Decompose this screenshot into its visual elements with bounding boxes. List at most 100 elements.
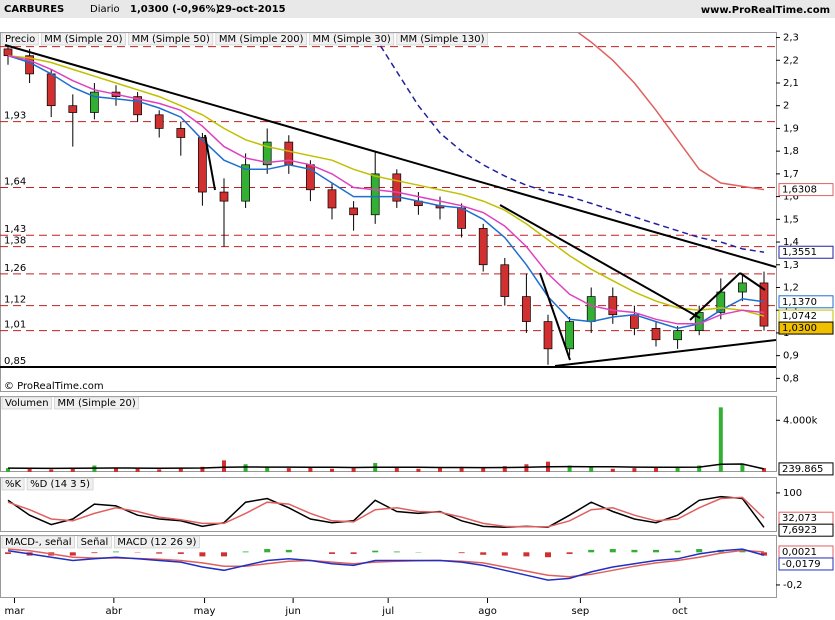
legend-box xyxy=(128,32,214,46)
line xyxy=(7,548,765,578)
source: www.ProRealTime.com xyxy=(701,5,830,16)
line xyxy=(7,463,765,470)
candle-body xyxy=(370,173,380,216)
candle-body xyxy=(630,314,639,329)
x-tick-label: ago xyxy=(478,606,497,617)
candle-body xyxy=(349,207,358,216)
value-tag-label: 1,0742 xyxy=(782,311,817,322)
candle-body xyxy=(3,48,13,57)
y-tick-label: 2,2 xyxy=(783,55,799,66)
volume-bar xyxy=(481,468,486,472)
value-tag xyxy=(778,183,834,197)
volume-bar xyxy=(762,468,766,472)
legend-entry: MM (Simple 30) xyxy=(313,34,391,45)
volume-bar xyxy=(654,467,658,472)
value-tag-label: 1,0300 xyxy=(782,323,817,334)
level-label: 1,43 xyxy=(4,224,26,235)
candle-body xyxy=(219,191,229,202)
volume-bar xyxy=(524,464,529,472)
value-tag-label: 0,0021 xyxy=(782,547,817,558)
ticker: CARBURES xyxy=(4,4,64,15)
volume-bar xyxy=(438,468,442,472)
macd-histogram xyxy=(177,552,184,554)
line xyxy=(577,33,765,191)
legend-entry: MACD (12 26 9) xyxy=(117,537,196,548)
volume-bar xyxy=(697,465,702,472)
volume-bar xyxy=(330,468,334,472)
volume-bar xyxy=(286,468,291,472)
macd-histogram xyxy=(91,552,98,554)
line xyxy=(7,496,765,528)
line xyxy=(7,548,765,581)
macd-histogram xyxy=(5,552,11,554)
candle-body xyxy=(154,114,164,129)
y-tick-label: 1,6 xyxy=(783,192,799,203)
value-tag xyxy=(778,523,834,537)
volume-bar xyxy=(114,468,118,472)
macd-histogram xyxy=(761,552,767,556)
legend-box xyxy=(1,396,52,410)
candle-body xyxy=(651,328,661,341)
line xyxy=(7,54,765,317)
volume-bar xyxy=(243,464,248,472)
macd-histogram xyxy=(653,549,659,553)
level-label: 1,64 xyxy=(4,177,26,188)
macd-histogram xyxy=(372,550,379,553)
x-tick-label: sep xyxy=(572,606,590,617)
y-tick-label: 100 xyxy=(783,488,802,499)
y-tick-label: 1,3 xyxy=(783,260,799,271)
legend-entry: Precio xyxy=(5,34,35,45)
level-label: 1,12 xyxy=(4,295,26,306)
macd-histogram xyxy=(588,549,595,553)
legend-box xyxy=(114,535,200,549)
legend-box xyxy=(1,535,75,549)
date: 29-oct-2015 xyxy=(218,4,286,15)
volume-bar xyxy=(718,407,723,472)
volume-bar xyxy=(740,464,745,472)
macd-histogram xyxy=(350,552,357,554)
volume-bar xyxy=(459,466,464,472)
x-tick-label: mar xyxy=(4,606,25,617)
volume-bar xyxy=(675,466,680,472)
y-tick-label: 2,1 xyxy=(783,78,799,89)
candle-body xyxy=(500,264,510,297)
y-tick-label: 1,8 xyxy=(783,146,799,157)
candle-body xyxy=(565,321,574,350)
legend-box xyxy=(26,477,94,491)
volume-bar xyxy=(49,469,54,472)
panel-frame xyxy=(0,477,777,532)
legend-box xyxy=(77,535,112,549)
legend-box xyxy=(1,477,25,491)
y-tick-label: 1,5 xyxy=(783,214,799,225)
volume-bar xyxy=(416,468,421,472)
macd-histogram xyxy=(523,552,530,557)
candle-body xyxy=(392,173,402,202)
candle-body xyxy=(522,296,531,322)
y-tick-label: 1,4 xyxy=(783,237,799,248)
candle-body xyxy=(198,137,207,193)
candle-body xyxy=(759,282,769,327)
macd-histogram xyxy=(480,552,487,555)
volume-bar xyxy=(157,469,162,472)
value-tag-label: 239.865 xyxy=(782,464,823,475)
legend-entry: MM (Simple 130) xyxy=(400,34,485,45)
legend-entry: Señal xyxy=(81,537,109,548)
x-tick-label: may xyxy=(194,606,216,617)
legend-box xyxy=(41,32,126,46)
y-tick-label: 1,7 xyxy=(783,169,799,180)
volume-bar xyxy=(567,465,572,472)
candle-body xyxy=(68,105,78,113)
plot xyxy=(7,495,765,528)
volume-bar xyxy=(394,467,399,472)
level-label: 0,85 xyxy=(4,356,26,367)
candle-body xyxy=(327,189,337,209)
y-tick-label: 0,9 xyxy=(783,351,799,362)
macd-histogram xyxy=(393,551,400,553)
macd-histogram xyxy=(501,552,508,556)
value-tag-label: 32,073 xyxy=(782,513,817,524)
volume-bar xyxy=(178,468,183,472)
line xyxy=(374,37,765,253)
macd-histogram xyxy=(545,552,551,558)
candle-body xyxy=(608,296,618,316)
